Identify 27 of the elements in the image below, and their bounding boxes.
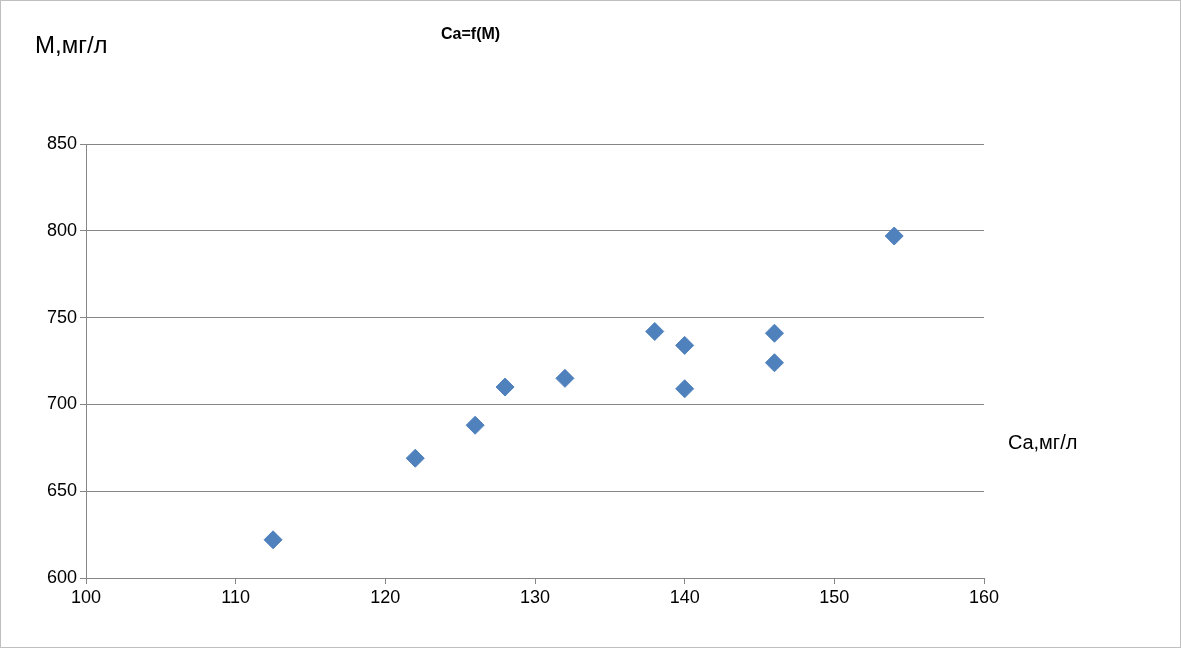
y-tick-label: 650 — [46, 480, 77, 501]
y-axis-title: М,мг/л — [35, 31, 108, 59]
x-tick-label: 160 — [968, 586, 1000, 607]
point — [675, 379, 695, 399]
x-axis-title: Ca,мг/л — [1008, 431, 1078, 454]
x-tick-label: 100 — [70, 586, 102, 607]
point — [555, 368, 575, 388]
x-tick-label: 110 — [221, 586, 251, 607]
x-tick-label: 130 — [519, 586, 551, 607]
point — [263, 530, 283, 550]
y-tick-label: 700 — [46, 393, 77, 414]
x-tick-label: 120 — [370, 586, 401, 607]
point — [645, 321, 665, 341]
point — [495, 377, 515, 397]
point — [675, 335, 695, 355]
point — [764, 353, 784, 373]
x-tick-label: 150 — [819, 586, 850, 607]
y-tick-label: 800 — [46, 219, 77, 240]
y-tick-label: 850 — [46, 132, 77, 153]
point — [465, 415, 485, 435]
y-tick-label: 600 — [46, 566, 77, 587]
point — [405, 448, 425, 468]
point — [884, 226, 904, 246]
y-tick-label: 750 — [46, 306, 77, 327]
chart-title: Ca=f(M) — [441, 25, 501, 43]
x-tick-label: 140 — [669, 586, 700, 607]
point — [764, 323, 784, 343]
